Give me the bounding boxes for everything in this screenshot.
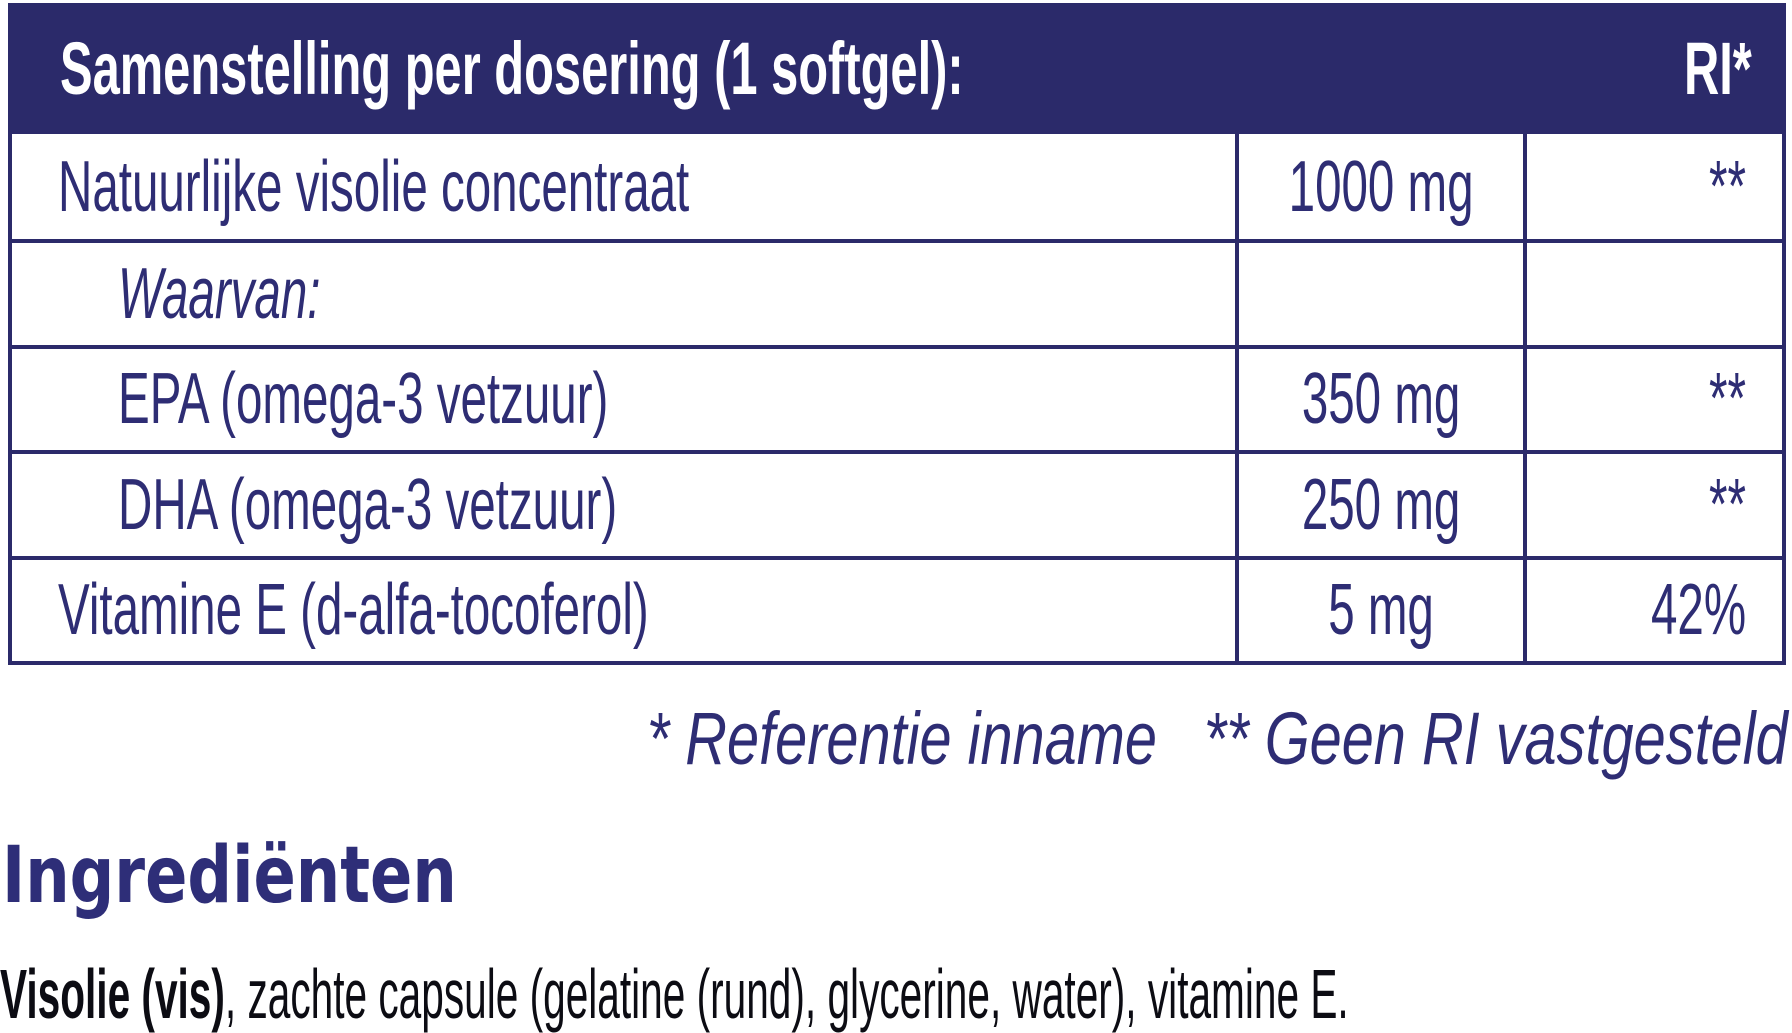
ingredients-lead-bold: Visolie (vis): [0, 955, 225, 1033]
amount-cell: 250 mg: [1235, 450, 1523, 556]
footnote-reference-intake: * Referentie inname: [647, 697, 1158, 780]
ingredients-rest: , zachte capsule (gelatine (rund), glyce…: [224, 955, 1349, 1033]
composition-table: Natuurlijke visolie concentraat 1000 mg …: [8, 134, 1786, 665]
ingredient-name-cell: Vitamine E (d-alfa-tocoferol): [12, 555, 1235, 661]
ri-cell: **: [1523, 344, 1782, 451]
composition-header-band: Samenstelling per dosering (1 softgel): …: [8, 3, 1786, 134]
amount-cell: [1235, 239, 1523, 345]
ri-column-header: RI*: [1684, 26, 1752, 110]
ingredient-name-cell: Natuurlijke visolie concentraat: [58, 146, 690, 227]
amount-cell: 5 mg: [1235, 555, 1523, 661]
composition-title: Samenstelling per dosering (1 softgel):: [60, 26, 964, 110]
amount-cell: 1000 mg: [1235, 134, 1523, 240]
table-footnotes: * Referentie inname ** Geen RI vastgestel…: [325, 702, 1788, 776]
ri-cell: **: [1523, 134, 1782, 240]
amount-cell: 350 mg: [1235, 344, 1523, 451]
ingredient-name-cell: EPA (omega-3 vetzuur): [12, 344, 1235, 450]
ingredients-text: Visolie (vis), zachte capsule (gelatine …: [0, 956, 1792, 1033]
ingredient-name-cell: DHA (omega-3 vetzuur): [12, 450, 1235, 555]
ri-cell: [1523, 239, 1782, 345]
ri-cell: 42%: [1523, 555, 1782, 661]
ingredients-heading: Ingrediënten: [2, 831, 457, 921]
ri-cell: **: [1523, 450, 1782, 556]
footnote-no-ri: ** Geen RI vastgesteld: [1204, 697, 1788, 780]
ingredient-name-cell: Waarvan:: [12, 239, 1235, 344]
